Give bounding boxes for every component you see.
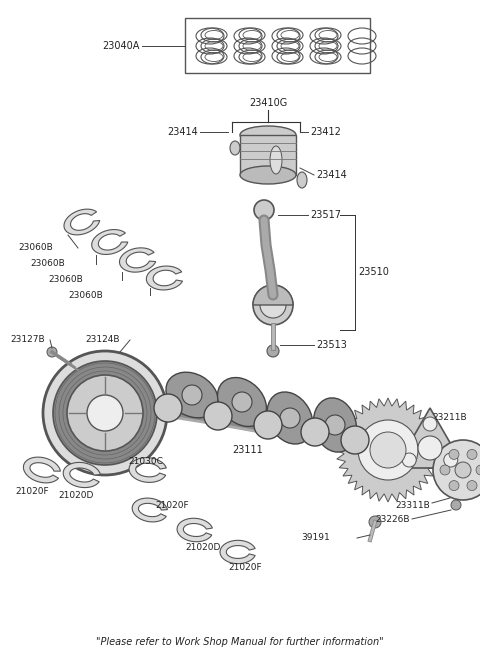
Text: 23517: 23517: [310, 210, 341, 220]
Text: 23211B: 23211B: [432, 413, 467, 422]
Circle shape: [449, 449, 459, 459]
Circle shape: [301, 418, 329, 446]
Circle shape: [253, 285, 293, 325]
Ellipse shape: [240, 126, 296, 144]
Ellipse shape: [217, 378, 266, 426]
Circle shape: [467, 449, 477, 459]
Circle shape: [449, 481, 459, 491]
Polygon shape: [120, 248, 156, 272]
Circle shape: [260, 292, 286, 318]
Circle shape: [280, 408, 300, 428]
Bar: [240, 135, 296, 175]
Ellipse shape: [297, 172, 307, 188]
Polygon shape: [129, 458, 167, 482]
Circle shape: [455, 462, 471, 478]
Polygon shape: [336, 398, 440, 502]
Text: 23414: 23414: [316, 170, 347, 180]
Polygon shape: [253, 285, 293, 305]
Circle shape: [254, 411, 282, 439]
Circle shape: [325, 415, 345, 435]
Text: 23412: 23412: [310, 127, 341, 137]
Ellipse shape: [267, 392, 313, 444]
Text: 23060B: 23060B: [48, 276, 83, 285]
Circle shape: [254, 200, 274, 220]
Text: 23414: 23414: [167, 127, 198, 137]
Circle shape: [423, 417, 437, 431]
Polygon shape: [63, 462, 100, 487]
Text: 23410G: 23410G: [249, 98, 287, 108]
Polygon shape: [220, 541, 255, 564]
Circle shape: [341, 426, 369, 454]
Text: 39191: 39191: [301, 533, 330, 543]
Circle shape: [182, 385, 202, 405]
Polygon shape: [177, 518, 213, 542]
Circle shape: [53, 361, 157, 465]
Circle shape: [451, 500, 461, 510]
Circle shape: [43, 351, 167, 475]
Text: 23060B: 23060B: [30, 260, 65, 268]
Circle shape: [204, 402, 232, 430]
Text: 23513: 23513: [316, 340, 347, 350]
Circle shape: [433, 440, 480, 500]
Text: 21030C: 21030C: [128, 457, 163, 466]
Polygon shape: [132, 498, 168, 522]
Text: 23111: 23111: [233, 445, 264, 455]
Text: "Please refer to Work Shop Manual for further information": "Please refer to Work Shop Manual for fu…: [96, 637, 384, 647]
Circle shape: [47, 347, 57, 357]
Ellipse shape: [166, 372, 218, 418]
Circle shape: [369, 516, 381, 528]
Text: 21020D: 21020D: [185, 544, 220, 552]
Circle shape: [444, 453, 458, 467]
Circle shape: [154, 394, 182, 422]
Text: 23060B: 23060B: [68, 291, 103, 300]
Polygon shape: [24, 457, 60, 483]
Polygon shape: [64, 209, 100, 235]
Circle shape: [402, 453, 416, 467]
Text: 21020D: 21020D: [58, 491, 94, 501]
Text: 23040A: 23040A: [103, 41, 140, 51]
Polygon shape: [396, 408, 465, 468]
Text: 23226B: 23226B: [375, 516, 410, 525]
Text: 21020F: 21020F: [155, 501, 189, 510]
Text: 23125: 23125: [175, 394, 204, 403]
Text: 23311B: 23311B: [395, 501, 430, 510]
Circle shape: [232, 392, 252, 412]
Text: 21020F: 21020F: [15, 487, 48, 497]
Polygon shape: [92, 230, 128, 255]
Ellipse shape: [240, 166, 296, 184]
Ellipse shape: [270, 146, 282, 174]
Text: 23127B: 23127B: [10, 335, 45, 344]
Polygon shape: [146, 266, 182, 290]
Circle shape: [418, 436, 442, 460]
Circle shape: [267, 345, 279, 357]
Circle shape: [476, 465, 480, 475]
Text: 21020F: 21020F: [228, 564, 262, 573]
Text: 39190A: 39190A: [281, 430, 316, 440]
Circle shape: [67, 375, 143, 451]
Circle shape: [467, 481, 477, 491]
Circle shape: [370, 432, 406, 468]
Text: 23510: 23510: [358, 267, 389, 277]
Ellipse shape: [313, 398, 357, 452]
Bar: [185, 18, 370, 73]
Text: 23060B: 23060B: [18, 243, 53, 253]
Text: 23124B: 23124B: [85, 335, 120, 344]
Circle shape: [87, 395, 123, 431]
Circle shape: [358, 420, 418, 480]
Ellipse shape: [230, 141, 240, 155]
Circle shape: [440, 465, 450, 475]
